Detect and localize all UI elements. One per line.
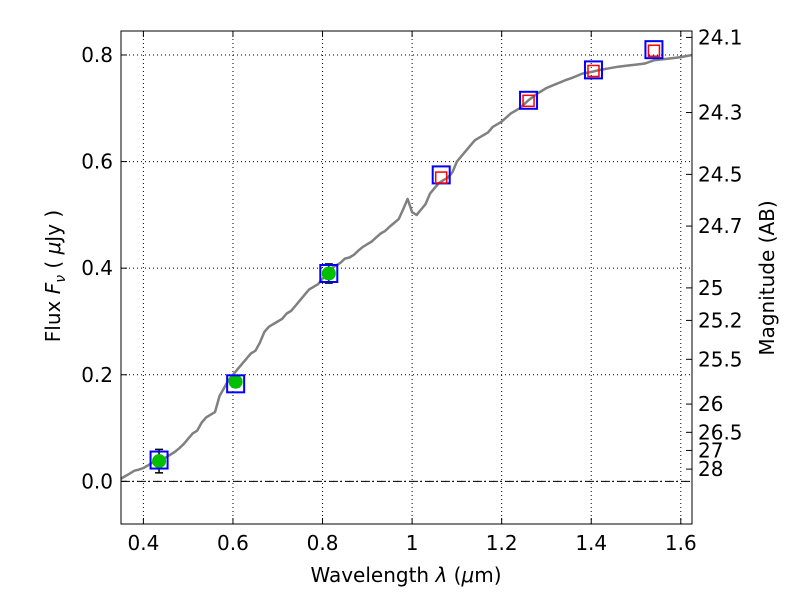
y2-tick-label: 25 [698, 276, 723, 300]
plot-frame [120, 30, 693, 525]
y2-tick-label: 24.7 [698, 214, 743, 238]
predicted-band-square [647, 44, 661, 57]
x-tick-label: 1.4 [575, 531, 607, 555]
x-tick-label: 0.8 [307, 531, 339, 555]
y-tick-label: 0.8 [81, 43, 113, 67]
y-tick-label: 0.0 [81, 469, 113, 493]
observed-point [152, 454, 167, 469]
y2-tick-label: 24.3 [698, 101, 743, 125]
axis-ticks: 0.4 0.6 0.8 1 1.2 1.4 1.6 0.0 0.2 0.4 0.6 0.8 24.1 24… [81, 25, 742, 555]
y-tick-label: 0.6 [81, 150, 113, 174]
y2-tick-label: 25.5 [698, 347, 743, 371]
y2-tick-label: 26 [698, 392, 723, 416]
y2-tick-label: 24.1 [698, 25, 743, 49]
predicted-band-square [522, 94, 535, 108]
x-tick-label: 1.6 [665, 531, 697, 555]
predicted-band-square [434, 171, 448, 184]
x-tick-label: 0.6 [217, 531, 249, 555]
observed-point [321, 266, 336, 281]
predicted-band-square [587, 64, 600, 78]
y-axis-label: Flux Fν ( μJy ) [41, 210, 69, 342]
observed-point [228, 374, 243, 389]
x-tick-label: 0.4 [127, 531, 159, 555]
y2-axis-label: Magnitude (AB) [755, 200, 779, 355]
y-tick-label: 0.4 [81, 256, 113, 280]
chart-series [120, 40, 693, 480]
grid-lines [121, 31, 692, 524]
model-band-square [519, 90, 539, 110]
y2-tick-label: 24.5 [698, 162, 743, 186]
y2-tick-label: 28 [698, 457, 723, 481]
model-band-square [149, 450, 169, 470]
model-band-square [644, 40, 664, 60]
y2-tick-label: 26.5 [698, 420, 743, 444]
y-tick-label: 0.2 [81, 363, 113, 387]
x-tick-label: 1 [406, 531, 419, 555]
spectrum-line [120, 53, 693, 480]
model-band-square [583, 60, 603, 80]
x-axis-label: Wavelength λ (μm) [310, 563, 501, 587]
y2-tick-label: 25.2 [698, 308, 743, 332]
x-tick-label: 1.2 [486, 531, 518, 555]
model-band-square [319, 264, 339, 284]
y2-tick-label: 27 [698, 438, 723, 462]
model-band-square [226, 374, 246, 394]
